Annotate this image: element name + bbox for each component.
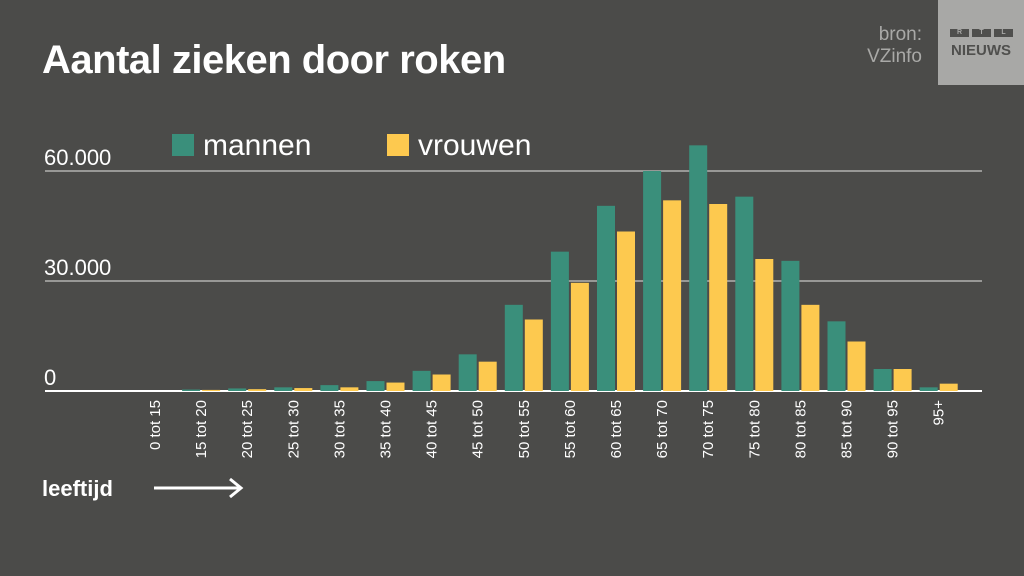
bar-vrouwen-65-tot-70 <box>663 200 682 391</box>
bar-vrouwen-85-tot-90 <box>847 341 866 391</box>
legend-label-vrouwen: vrouwen <box>418 129 531 162</box>
bar-mannen-80-tot-85 <box>781 260 800 391</box>
x-tick-label: 90 tot 95 <box>885 400 902 458</box>
bar-mannen-25-tot-30 <box>274 387 293 391</box>
x-tick-label: 95+ <box>931 400 948 426</box>
bar-vrouwen-35-tot-40 <box>386 382 405 391</box>
bar-mannen-70-tot-75 <box>689 145 708 391</box>
x-tick-label: 80 tot 85 <box>792 400 809 458</box>
y-tick-label: 30.000 <box>44 255 111 280</box>
bar-vrouwen-50-tot-55 <box>524 319 543 391</box>
bar-mannen-40-tot-45 <box>412 370 431 391</box>
bar-vrouwen-45-tot-50 <box>478 361 497 391</box>
bar-vrouwen-95+ <box>939 383 958 391</box>
x-tick-label: 0 tot 15 <box>147 400 164 450</box>
x-tick-label: 85 tot 90 <box>839 400 856 458</box>
x-axis-label: leeftijd <box>42 476 113 501</box>
bar-vrouwen-40-tot-45 <box>432 374 451 391</box>
legend-label-mannen: mannen <box>203 129 311 162</box>
bar-vrouwen-75-tot-80 <box>755 259 774 391</box>
source-note: bron: VZinfo <box>867 24 922 68</box>
bar-vrouwen-30-tot-35 <box>340 387 359 391</box>
bar-vrouwen-80-tot-85 <box>801 304 820 391</box>
x-tick-label: 15 tot 20 <box>193 400 210 458</box>
bar-mannen-75-tot-80 <box>735 196 754 391</box>
bar-vrouwen-90-tot-95 <box>893 369 912 391</box>
legend-swatch-vrouwen <box>387 134 409 156</box>
legend-swatch-mannen <box>172 134 194 156</box>
bar-mannen-15-tot-20 <box>182 389 201 391</box>
bar-vrouwen-20-tot-25 <box>248 389 267 391</box>
bar-mannen-35-tot-40 <box>366 381 385 391</box>
y-tick-label: 60.000 <box>44 145 111 170</box>
bar-vrouwen-70-tot-75 <box>709 204 728 391</box>
source-label: bron: <box>878 24 922 45</box>
chart-title: Aantal zieken door roken <box>42 38 506 82</box>
bar-vrouwen-60-tot-65 <box>617 231 635 391</box>
x-tick-label: 50 tot 55 <box>516 400 533 458</box>
bar-mannen-30-tot-35 <box>320 385 339 391</box>
x-tick-label: 75 tot 80 <box>746 400 763 458</box>
x-tick-label: 35 tot 40 <box>378 400 395 458</box>
bar-mannen-95+ <box>919 387 938 391</box>
x-tick-label: 20 tot 25 <box>239 400 256 458</box>
x-tick-label: 30 tot 35 <box>331 400 348 458</box>
y-tick-label: 0 <box>44 365 56 390</box>
bar-mannen-65-tot-70 <box>643 171 662 391</box>
bar-mannen-60-tot-65 <box>597 205 615 391</box>
source-name: VZinfo <box>867 46 922 67</box>
arrow-head-icon <box>229 477 244 499</box>
bar-vrouwen-55-tot-60 <box>570 282 589 391</box>
bar-mannen-90-tot-95 <box>873 369 892 391</box>
x-tick-label: 60 tot 65 <box>608 400 625 458</box>
bar-mannen-45-tot-50 <box>458 354 477 391</box>
x-tick-label: 65 tot 70 <box>654 400 671 458</box>
bar-mannen-20-tot-25 <box>228 388 247 391</box>
bar-mannen-55-tot-60 <box>550 251 569 391</box>
x-tick-label: 45 tot 50 <box>470 400 487 458</box>
bar-vrouwen-15-tot-20 <box>202 389 221 391</box>
x-tick-label: 55 tot 60 <box>562 400 579 458</box>
bar-vrouwen-25-tot-30 <box>294 388 313 391</box>
x-tick-label: 25 tot 30 <box>285 400 302 458</box>
bar-mannen-50-tot-55 <box>504 304 523 391</box>
x-tick-label: 40 tot 45 <box>424 400 441 458</box>
bar-mannen-85-tot-90 <box>827 321 846 391</box>
x-tick-label: 70 tot 75 <box>700 400 717 458</box>
